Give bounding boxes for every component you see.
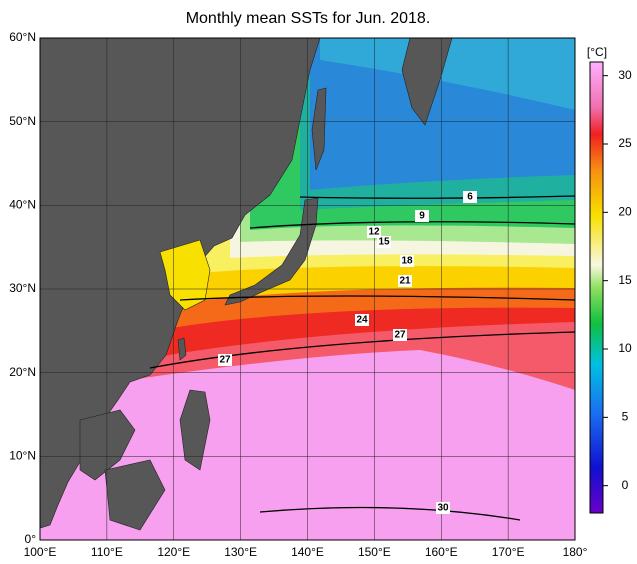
- contour-label: 30: [437, 503, 449, 514]
- contour-label-bg: [436, 502, 450, 514]
- lon-label: 180°: [563, 545, 588, 559]
- contour-label-bg: [415, 210, 429, 222]
- lon-label: 100°E: [24, 545, 57, 559]
- colorbar-tick-label: 10: [618, 341, 632, 355]
- contour-label: 21: [399, 276, 411, 287]
- colorbar: [589, 61, 604, 514]
- contour-label: 6: [467, 192, 473, 203]
- colorbar-label: [°C]: [587, 45, 607, 59]
- colorbar-tick-label: 30: [618, 68, 632, 82]
- lon-label: 140°E: [291, 545, 324, 559]
- lat-label: 0°: [25, 532, 37, 546]
- lon-label: 160°E: [425, 545, 458, 559]
- contour-label-bg: [218, 354, 232, 366]
- contour-label: 24: [356, 315, 368, 326]
- lon-label: 170°E: [492, 545, 525, 559]
- lat-label: 10°N: [9, 449, 36, 463]
- frame: [39, 37, 576, 541]
- land: [40, 38, 453, 531]
- colorbar-tick-label: 5: [622, 410, 629, 424]
- colorbar-tick-label: 0: [622, 478, 629, 492]
- contour-label-bg: [463, 191, 477, 203]
- lon-label: 150°E: [358, 545, 391, 559]
- contour-label: 9: [419, 211, 425, 222]
- contour-label-bg: [355, 314, 369, 326]
- contour-label: 27: [394, 330, 406, 341]
- lon-label: 120°E: [157, 545, 190, 559]
- lon-label: 130°E: [224, 545, 257, 559]
- colorbar-tick-label: 25: [618, 136, 632, 150]
- lat-label: 20°N: [9, 365, 36, 379]
- colorbar-tick-label: 15: [618, 273, 632, 287]
- lat-label: 40°N: [9, 198, 36, 212]
- contour-label-bg: [393, 329, 407, 341]
- contour-label-bg: [400, 255, 414, 267]
- title: Monthly mean SSTs for Jun. 2018.: [186, 10, 431, 27]
- lat-label: 30°N: [9, 281, 36, 295]
- colorbar-tick-label: 20: [618, 205, 632, 219]
- lat-label: 50°N: [9, 114, 36, 128]
- contour-label-bg: [377, 236, 391, 248]
- contour-label: 15: [378, 237, 390, 248]
- graticule: [40, 38, 575, 540]
- contour-label-bg: [367, 226, 381, 238]
- contours: [149, 195, 575, 521]
- lat-label: 60°N: [9, 30, 36, 44]
- contour-label: 12: [368, 227, 380, 238]
- contour-label: 27: [219, 355, 231, 366]
- contour-label-bg: [398, 275, 412, 287]
- lon-label: 110°E: [91, 545, 123, 559]
- contour-label: 18: [401, 256, 413, 267]
